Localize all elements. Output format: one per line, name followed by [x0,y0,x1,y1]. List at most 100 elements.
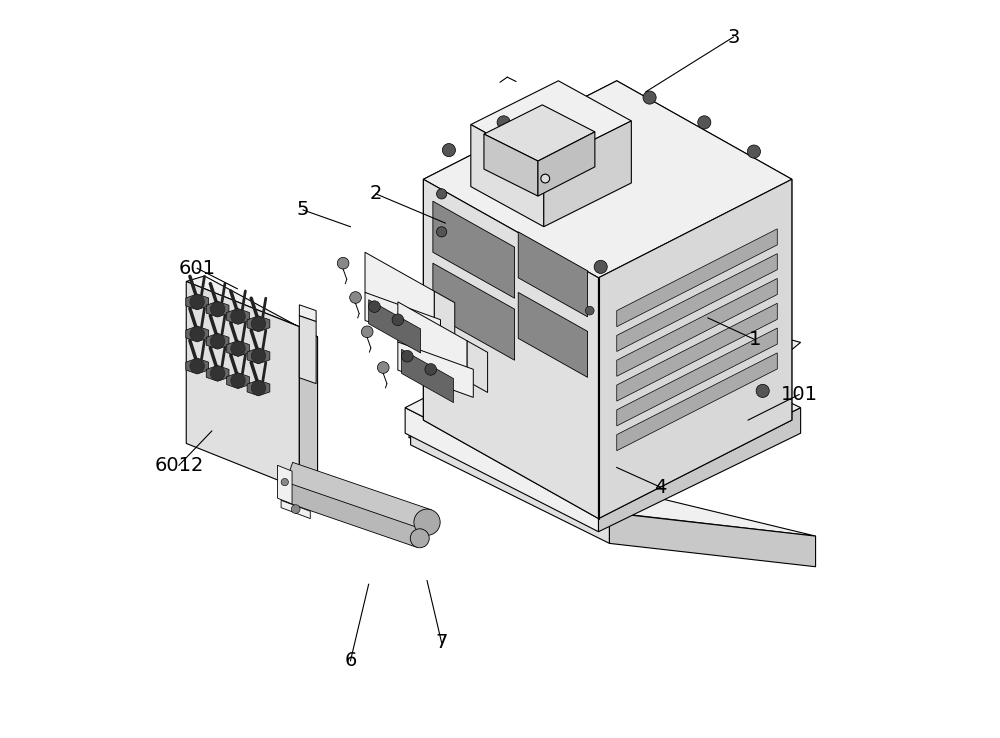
Circle shape [251,381,266,396]
Text: 3: 3 [727,27,740,46]
Polygon shape [599,179,792,519]
Polygon shape [484,134,538,196]
Circle shape [437,227,447,237]
Polygon shape [423,179,599,519]
Polygon shape [206,365,229,382]
Circle shape [585,306,594,315]
Polygon shape [617,353,777,451]
Polygon shape [247,316,270,331]
Circle shape [442,143,455,156]
Text: 4: 4 [654,477,667,497]
Circle shape [291,505,300,514]
Polygon shape [285,484,423,548]
Text: 2: 2 [370,184,382,204]
Polygon shape [423,179,599,519]
Circle shape [281,478,288,486]
Circle shape [756,384,769,398]
Circle shape [361,326,373,337]
Circle shape [369,301,380,312]
Polygon shape [617,229,777,327]
Polygon shape [518,292,588,377]
Polygon shape [299,316,316,384]
Polygon shape [617,254,777,351]
Circle shape [190,359,204,373]
Circle shape [350,292,361,303]
Polygon shape [411,414,609,543]
Text: 7: 7 [435,633,448,652]
Polygon shape [433,263,515,360]
Text: 6: 6 [344,652,357,670]
Polygon shape [471,80,631,165]
Polygon shape [247,380,270,396]
Polygon shape [186,281,299,489]
Polygon shape [471,125,544,227]
Circle shape [190,327,204,341]
Circle shape [747,145,760,158]
Text: 1: 1 [749,331,762,349]
Polygon shape [617,303,777,401]
Polygon shape [617,328,777,426]
Polygon shape [609,513,816,567]
Polygon shape [409,414,816,536]
Polygon shape [405,309,801,506]
Polygon shape [186,294,209,310]
Polygon shape [186,358,209,374]
Circle shape [210,334,225,348]
Circle shape [594,261,607,273]
Circle shape [190,294,204,309]
Circle shape [337,258,349,269]
Text: 101: 101 [781,385,818,404]
Polygon shape [484,105,595,161]
Polygon shape [299,305,316,322]
Polygon shape [186,276,318,337]
Polygon shape [365,252,434,331]
Polygon shape [518,232,588,317]
Polygon shape [405,407,599,531]
Circle shape [231,373,245,388]
Polygon shape [423,80,792,277]
Polygon shape [277,466,292,504]
Polygon shape [365,292,440,348]
Polygon shape [281,500,310,519]
Polygon shape [284,463,431,534]
Polygon shape [206,301,229,317]
Circle shape [541,174,550,183]
Text: 6012: 6012 [154,456,204,475]
Polygon shape [599,179,792,519]
Polygon shape [369,300,421,353]
Polygon shape [538,132,595,196]
Circle shape [392,314,404,325]
Circle shape [401,351,413,362]
Polygon shape [433,201,515,298]
Polygon shape [206,334,229,349]
Circle shape [251,348,266,363]
Text: 5: 5 [297,201,309,219]
Circle shape [251,317,266,331]
Circle shape [425,364,437,375]
Polygon shape [467,341,488,393]
Polygon shape [599,407,801,531]
Polygon shape [227,341,249,356]
Circle shape [414,509,440,535]
Polygon shape [409,292,801,509]
Polygon shape [398,342,473,397]
Circle shape [410,529,429,548]
Circle shape [231,341,245,356]
Circle shape [643,91,656,104]
Circle shape [377,362,389,373]
Polygon shape [617,278,777,376]
Circle shape [210,366,225,381]
Polygon shape [434,292,455,343]
Polygon shape [398,302,467,381]
Circle shape [698,116,711,129]
Circle shape [437,189,447,199]
Circle shape [210,302,225,317]
Polygon shape [186,326,209,342]
Circle shape [497,116,510,129]
Circle shape [231,309,245,324]
Polygon shape [247,348,270,364]
Polygon shape [227,373,249,388]
Polygon shape [544,121,631,227]
Polygon shape [423,80,792,277]
Text: 601: 601 [179,259,216,277]
